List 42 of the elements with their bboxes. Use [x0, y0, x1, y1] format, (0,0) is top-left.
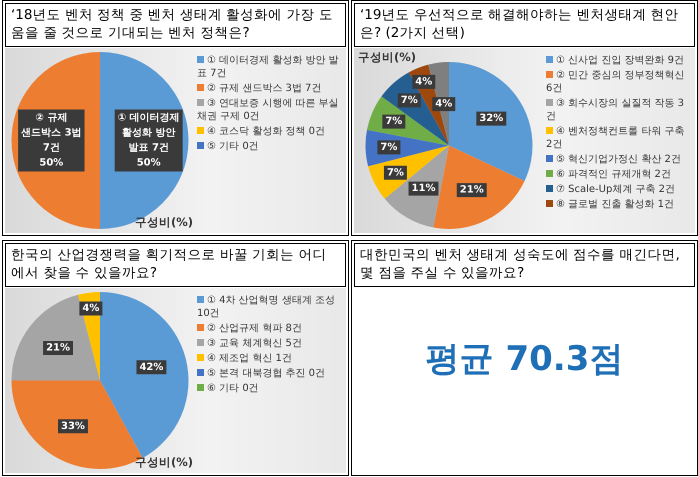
legend-label: ⑤ 본격 대북경협 추진 0건 [206, 367, 326, 380]
legend-label: ② 규제 샌드박스 3법 7건 [206, 82, 322, 95]
data-label: 21% [46, 342, 70, 354]
text: 평균 70.3점 [424, 338, 624, 381]
legend-label: ④ 벤처정책컨트롤 타워 구축 2건 [546, 125, 686, 151]
legend-label: ⑥ 파격적인 규제개혁 2건 [555, 168, 672, 181]
data-label: 4% [435, 98, 452, 110]
chart-title: ‘18년도 벤처 정책 중 벤처 생태계 활성화에 가장 도움을 줄 것으로 기대되는 벤처 정책은? [5, 3, 346, 47]
legend-label: ④ 코스닥 활성화 정책 0건 [206, 125, 326, 138]
text: ‘19년도 우선적으로 해결해야하는 벤처생태계 현안은? (2가지 선택) [354, 3, 695, 47]
legend-label: ③ 교육 체계혁신 5건 [206, 337, 303, 350]
legend-label: ② 산업규제 혁파 8건 [206, 322, 303, 335]
text: 구성비(%) [358, 50, 416, 65]
legend-label: ⑤ 혁신기업가정신 확산 2건 [555, 153, 682, 166]
data-label: 32% [479, 113, 504, 124]
text: 구성비(%) [135, 455, 194, 470]
data-label: 11% [412, 183, 436, 194]
legend-label: ① 데이터경제 활성화 방안 발표 7건 [197, 54, 340, 80]
data-label: 7% [385, 116, 402, 128]
data-label: ① 데이터경제 활성화 방안 발표 7건 50% [118, 112, 180, 169]
data-label: 4% [82, 303, 100, 314]
data-label: 33% [61, 420, 85, 432]
legend-label: ⑦ Scale-Up체계 구축 2건 [555, 183, 676, 196]
data-label: 7% [380, 142, 398, 153]
text: 구성비(%) [135, 215, 194, 230]
data-label: 42% [139, 362, 164, 373]
legend-label: ② 민간 중심의 정부정책혁신 6건 [546, 69, 686, 95]
legend-label: ⑥ 기타 0건 [206, 382, 260, 395]
legend-label: ① 4차 산업혁명 생태계 조성 10건 [197, 294, 336, 320]
chart-title: 한국의 산업경쟁력을 획기적으로 바꿀 기회는 어디에서 찾을 수 있을까요? [5, 243, 346, 287]
data-label: 21% [460, 184, 484, 196]
legend-label: ③ 연대보증 시행에 따른 부실채권 구제 0건 [197, 97, 340, 123]
text: 대한민국의 벤처 생태계 성숙도에 점수를 매긴다면, 몇 점을 주실 수 있을까요? [354, 243, 695, 287]
legend-label: ⑤ 기타 0건 [206, 140, 260, 153]
data-label: 7% [386, 167, 404, 178]
legend-label: ③ 회수시장의 실질적 작동 3건 [546, 97, 686, 123]
legend-label: ① 신사업 진입 장벽완화 9건 [555, 54, 686, 67]
data-label: 4% [415, 76, 432, 88]
legend-label: ④ 제조업 혁신 1건 [206, 352, 293, 365]
data-label: 7% [400, 94, 418, 106]
legend-label: ⑧ 글로벌 진출 활성화 1건 [555, 198, 676, 211]
data-label: ② 규제 샌드박스 3법 7건 50% [21, 112, 82, 169]
